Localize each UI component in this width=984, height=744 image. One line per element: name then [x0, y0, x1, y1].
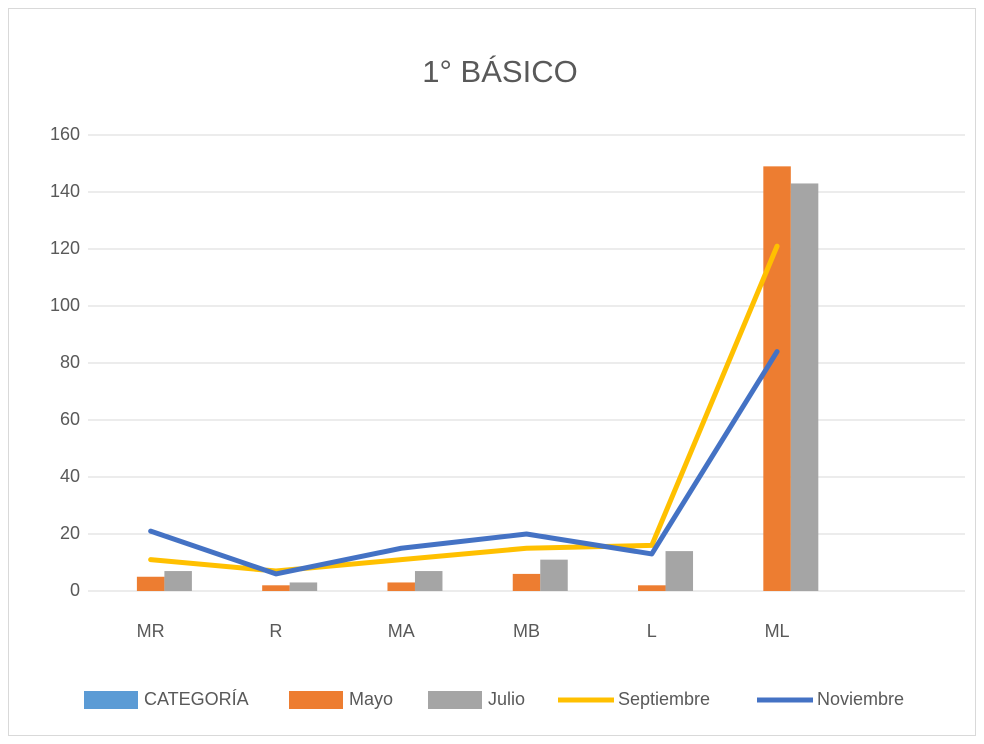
y-tick-label: 120: [50, 238, 80, 258]
y-tick-label: 0: [70, 580, 80, 600]
legend-label: Julio: [488, 689, 525, 709]
legend-swatch: [84, 691, 138, 709]
y-tick-label: 100: [50, 295, 80, 315]
x-tick-label: MB: [513, 621, 540, 641]
x-tick-label: ML: [765, 621, 790, 641]
legend-swatch: [428, 691, 482, 709]
bar: [665, 551, 694, 591]
bar: [289, 582, 318, 591]
legend-label: Septiembre: [618, 689, 710, 709]
bar: [414, 571, 443, 591]
bar: [763, 166, 791, 591]
y-tick-label: 140: [50, 181, 80, 201]
y-tick-label: 20: [60, 523, 80, 543]
line-series: [148, 349, 780, 577]
bar: [262, 585, 290, 591]
bar: [136, 576, 165, 591]
x-tick-label: R: [269, 621, 282, 641]
bar: [790, 183, 819, 591]
x-tick-label: MA: [388, 621, 415, 641]
bar: [164, 571, 192, 591]
chart-title: 1° BÁSICO: [422, 54, 577, 89]
bar: [512, 573, 541, 591]
y-tick-label: 160: [50, 124, 80, 144]
y-tick-label: 80: [60, 352, 80, 372]
y-tick-label: 40: [60, 466, 80, 486]
bar: [387, 582, 415, 591]
legend-label: Noviembre: [817, 689, 904, 709]
bar: [638, 585, 666, 591]
x-tick-label: MR: [137, 621, 165, 641]
bar: [540, 559, 568, 591]
y-tick-label: 60: [60, 409, 80, 429]
x-tick-label: L: [647, 621, 657, 641]
legend-label: Mayo: [349, 689, 393, 709]
legend-swatch: [289, 691, 343, 709]
legend-label: CATEGORÍA: [144, 689, 249, 709]
